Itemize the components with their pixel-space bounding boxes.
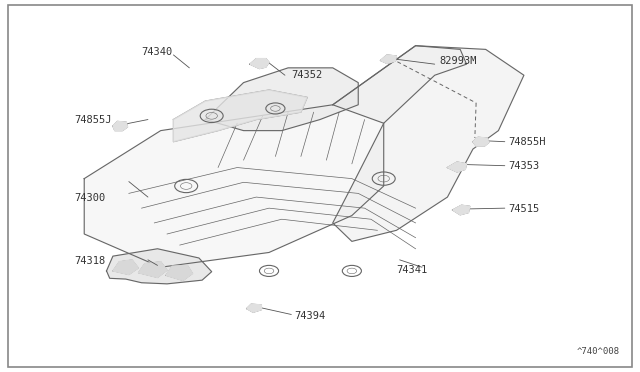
Polygon shape	[166, 265, 193, 280]
Polygon shape	[138, 262, 167, 278]
Text: 74318: 74318	[75, 256, 106, 266]
Text: 74341: 74341	[396, 265, 428, 275]
Polygon shape	[113, 121, 127, 131]
Polygon shape	[113, 260, 138, 275]
Polygon shape	[381, 55, 396, 63]
Polygon shape	[250, 59, 269, 68]
Polygon shape	[84, 46, 467, 267]
Text: ^740^008: ^740^008	[577, 347, 620, 356]
Text: 74353: 74353	[508, 161, 540, 171]
Polygon shape	[106, 249, 212, 284]
Polygon shape	[205, 68, 358, 131]
Text: 74515: 74515	[508, 204, 540, 214]
Text: 74394: 74394	[294, 311, 326, 321]
Polygon shape	[473, 137, 489, 146]
Text: 82993M: 82993M	[440, 56, 477, 66]
Polygon shape	[452, 205, 470, 215]
Text: 74855H: 74855H	[508, 137, 545, 147]
Polygon shape	[447, 162, 467, 172]
Text: 74855J: 74855J	[75, 115, 112, 125]
Polygon shape	[333, 46, 524, 241]
Polygon shape	[246, 304, 261, 312]
Text: 74340: 74340	[141, 47, 173, 57]
Text: 74300: 74300	[75, 193, 106, 203]
Text: 74352: 74352	[291, 70, 323, 80]
Polygon shape	[173, 90, 307, 142]
